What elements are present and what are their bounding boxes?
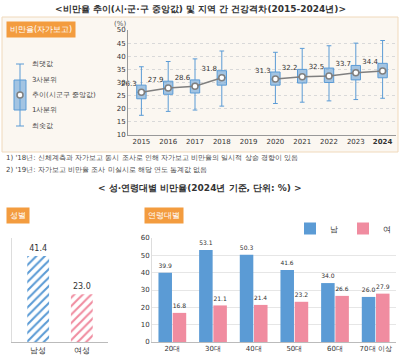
svg-text:0: 0 — [145, 338, 149, 346]
svg-text:45: 45 — [117, 40, 126, 48]
svg-text:1) '18년: 신체계측과 자가보고 동시 조사로 인해: 1) '18년: 신체계측과 자가보고 동시 조사로 인해 자가보고 비만율의 … — [6, 154, 298, 162]
svg-text:60: 60 — [141, 234, 150, 242]
svg-text:31.8: 31.8 — [201, 65, 217, 73]
svg-text:연령대별: 연령대별 — [148, 211, 180, 220]
svg-text:32.5: 32.5 — [309, 63, 325, 71]
svg-text:2023: 2023 — [347, 138, 365, 146]
svg-text:23.0: 23.0 — [73, 282, 91, 291]
svg-text:남성: 남성 — [30, 346, 46, 355]
svg-text:26.6: 26.6 — [335, 286, 348, 292]
svg-text:1사분위: 1사분위 — [32, 106, 57, 114]
svg-text:성별: 성별 — [10, 211, 26, 220]
svg-text:28.6: 28.6 — [175, 74, 191, 82]
svg-text:26.3: 26.3 — [121, 80, 137, 88]
svg-text:70대 이상: 70대 이상 — [360, 345, 392, 353]
svg-text:32.2: 32.2 — [282, 64, 298, 72]
svg-text:34.0: 34.0 — [321, 272, 335, 279]
svg-text:(%): (%) — [114, 20, 126, 28]
svg-text:21.4: 21.4 — [254, 295, 267, 301]
svg-text:50: 50 — [141, 252, 150, 260]
svg-text:31.3: 31.3 — [255, 67, 271, 75]
svg-text:남: 남 — [330, 225, 338, 234]
svg-text:16.8: 16.8 — [173, 302, 187, 309]
svg-text:2021: 2021 — [293, 138, 311, 146]
svg-text:33.7: 33.7 — [335, 60, 351, 68]
svg-text:30대: 30대 — [205, 345, 221, 353]
svg-text:35: 35 — [117, 66, 126, 74]
svg-text:2016: 2016 — [159, 138, 177, 146]
svg-text:23.2: 23.2 — [295, 291, 309, 298]
svg-text:30: 30 — [141, 286, 150, 294]
svg-text:34.4: 34.4 — [362, 58, 378, 66]
svg-text:25: 25 — [117, 92, 126, 100]
svg-text:60대: 60대 — [327, 345, 343, 353]
svg-text:2022: 2022 — [320, 138, 338, 146]
svg-text:3사분위: 3사분위 — [32, 76, 57, 84]
svg-text:50: 50 — [117, 26, 126, 34]
svg-text:30: 30 — [117, 79, 126, 87]
svg-text:최솟값: 최솟값 — [32, 122, 53, 130]
svg-text:41.4: 41.4 — [29, 244, 47, 253]
svg-text:27.9: 27.9 — [376, 283, 390, 290]
svg-text:2017: 2017 — [186, 138, 204, 146]
svg-text:39.9: 39.9 — [158, 262, 172, 269]
svg-text:여: 여 — [383, 225, 391, 234]
svg-text:20: 20 — [141, 304, 150, 312]
svg-text:여성: 여성 — [74, 346, 90, 355]
svg-text:40: 40 — [117, 53, 126, 61]
svg-text:2020: 2020 — [266, 138, 284, 146]
svg-text:2019: 2019 — [240, 138, 258, 146]
svg-text:27.9: 27.9 — [148, 76, 164, 84]
svg-text:20대: 20대 — [164, 345, 180, 353]
svg-text:41.6: 41.6 — [280, 260, 293, 266]
svg-text:10: 10 — [117, 131, 126, 139]
svg-text:2015: 2015 — [132, 138, 150, 146]
svg-text:추이(시군구 중앙값): 추이(시군구 중앙값) — [32, 91, 96, 99]
svg-text:53.1: 53.1 — [199, 239, 213, 246]
svg-text:50대: 50대 — [286, 345, 302, 353]
svg-text:50.3: 50.3 — [240, 244, 254, 251]
svg-text:40: 40 — [141, 269, 150, 277]
svg-text:2018: 2018 — [213, 138, 231, 146]
svg-text:15: 15 — [117, 118, 126, 126]
svg-text:26.0: 26.0 — [362, 286, 376, 293]
svg-text:2024: 2024 — [373, 138, 393, 146]
svg-text:20: 20 — [117, 105, 126, 113]
svg-text:최댓값: 최댓값 — [32, 60, 53, 68]
svg-text:비만율(자가보고): 비만율(자가보고) — [10, 25, 72, 34]
svg-text:21.1: 21.1 — [213, 295, 227, 302]
svg-text:2) '19년: 자가보고 비만율 조사 미실시로 해당 연: 2) '19년: 자가보고 비만율 조사 미실시로 해당 연도 통계값 없음 — [6, 166, 207, 174]
svg-text:40대: 40대 — [246, 345, 262, 353]
svg-text:10: 10 — [141, 321, 150, 329]
svg-text:< 성·연령대별 비만율(2024년 기준, 단위: %): < 성·연령대별 비만율(2024년 기준, 단위: %) > — [98, 183, 302, 193]
svg-text:<비만율 추이(시·군·구 중앙값) 및 지역 간 건강격차: <비만율 추이(시·군·구 중앙값) 및 지역 간 건강격차(2015-2024… — [55, 4, 346, 14]
